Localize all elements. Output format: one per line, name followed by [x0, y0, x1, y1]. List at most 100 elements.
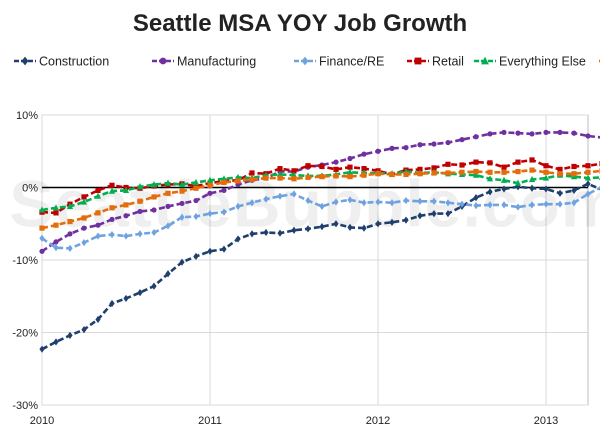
data-point: [206, 176, 214, 183]
data-point: [95, 187, 101, 193]
data-point: [151, 282, 157, 290]
data-point: [403, 196, 409, 205]
data-point: [347, 155, 353, 162]
data-point: [529, 131, 535, 137]
data-point: [500, 176, 508, 183]
data-point: [151, 207, 157, 213]
data-point: [487, 169, 493, 175]
data-point: [515, 168, 521, 175]
data-point: [95, 232, 101, 240]
data-point: [543, 200, 549, 208]
data-point: [53, 244, 59, 252]
data-point: [361, 199, 367, 207]
data-point: [529, 201, 535, 209]
data-point: [95, 210, 101, 216]
data-point: [277, 166, 283, 172]
data-point: [501, 185, 507, 193]
data-point: [557, 200, 563, 208]
data-point: [445, 161, 451, 167]
data-point: [81, 215, 87, 221]
data-point: [193, 252, 199, 260]
data-point: [514, 179, 522, 186]
data-point: [137, 289, 143, 297]
data-point: [501, 164, 507, 170]
data-point: [235, 202, 241, 210]
data-point: [472, 171, 480, 178]
data-point: [305, 196, 311, 205]
data-point: [179, 213, 185, 221]
data-point: [361, 151, 367, 157]
data-point: [501, 129, 507, 135]
data-point: [249, 170, 255, 176]
data-point: [67, 218, 73, 225]
data-point: [528, 175, 536, 183]
data-point: [193, 197, 199, 204]
data-point: [445, 199, 451, 207]
y-tick-label: -30%: [12, 400, 38, 412]
data-point: [347, 164, 353, 170]
data-point: [417, 166, 423, 172]
y-tick-label: 10%: [16, 110, 38, 122]
data-point: [81, 326, 87, 334]
data-point: [585, 133, 591, 139]
data-point: [53, 210, 59, 216]
legend-item-construction: Construction: [14, 55, 109, 69]
data-point: [487, 160, 493, 166]
data-point: [473, 194, 479, 202]
data-point: [109, 299, 115, 308]
data-point: [291, 168, 297, 174]
data-point: [459, 162, 465, 168]
data-point: [515, 203, 521, 211]
data-point: [473, 134, 479, 140]
data-point: [39, 248, 45, 254]
x-axis: 2010 2011 2012 2013: [30, 415, 558, 427]
data-point: [459, 169, 465, 175]
data-point: [375, 198, 381, 206]
data-point: [165, 222, 171, 230]
data-point: [333, 198, 339, 206]
data-point: [179, 200, 185, 207]
data-point: [571, 186, 577, 194]
data-point: [221, 187, 227, 193]
data-point: [389, 218, 395, 226]
data-point: [221, 208, 227, 216]
data-point: [403, 216, 409, 224]
data-point: [557, 129, 563, 135]
data-point: [53, 338, 59, 346]
data-point: [375, 171, 381, 177]
data-point: [445, 210, 451, 218]
series-finance-re: [39, 185, 600, 252]
data-point: [39, 234, 45, 242]
data-point: [165, 190, 171, 196]
data-point: [39, 345, 45, 353]
data-point: [151, 228, 157, 237]
data-point: [263, 228, 269, 237]
data-point: [473, 159, 479, 165]
legend-item-retail: Retail: [407, 55, 464, 69]
data-point: [122, 186, 130, 193]
data-point: [431, 210, 437, 218]
data-point: [557, 166, 563, 172]
series-layer: [38, 129, 600, 353]
data-point: [333, 159, 339, 165]
data-point: [66, 202, 74, 209]
data-point: [375, 220, 381, 228]
data-point: [375, 148, 381, 154]
plot-area: SeattleBubble.com: [9, 114, 600, 406]
data-point: [361, 224, 367, 232]
data-point: [333, 173, 339, 179]
data-point: [529, 184, 535, 192]
data-point: [263, 195, 269, 203]
data-point: [389, 145, 395, 151]
data-point: [543, 163, 549, 169]
data-point: [571, 130, 577, 136]
x-tick-label: 2010: [30, 415, 54, 427]
data-point: [431, 197, 437, 205]
data-point: [445, 170, 451, 176]
legend-label: Finance/RE: [319, 55, 384, 69]
data-point: [108, 187, 116, 194]
data-point: [277, 229, 283, 237]
data-point: [305, 163, 311, 169]
data-point: [501, 169, 507, 175]
data-point: [319, 163, 325, 170]
